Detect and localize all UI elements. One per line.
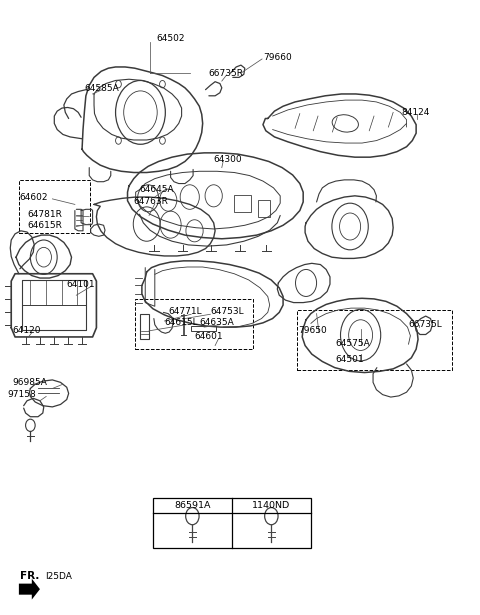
Text: 66735R: 66735R [208,69,243,78]
Text: 64615R: 64615R [27,221,62,231]
Text: 64120: 64120 [12,327,41,335]
Text: 64763R: 64763R [134,197,168,207]
Bar [258,199,270,216]
Text: 1140ND: 1140ND [252,501,290,510]
Bar [141,314,149,339]
Bar [234,195,251,212]
Bar [19,180,90,232]
Text: FR.: FR. [20,571,39,581]
Bar [153,498,311,548]
Text: 64645A: 64645A [140,185,174,194]
Text: 96985A: 96985A [12,378,48,387]
Text: 64602: 64602 [19,192,48,202]
Text: I25DA: I25DA [45,572,72,581]
Bar [191,326,216,331]
Text: 79660: 79660 [263,54,292,62]
Text: 86591A: 86591A [174,501,211,510]
Text: 64585A: 64585A [84,84,119,93]
Text: 64300: 64300 [214,154,242,164]
Text: 79650: 79650 [299,327,327,335]
Text: 64575A: 64575A [336,339,371,347]
Polygon shape [19,579,40,600]
Text: 64615L: 64615L [164,319,198,327]
Bar [135,299,253,349]
Text: 64753L: 64753L [210,308,244,316]
Text: 64601: 64601 [194,333,223,341]
Bar [298,310,452,370]
Text: 64771L: 64771L [168,308,202,316]
Text: 66735L: 66735L [408,320,442,329]
Text: 97158: 97158 [8,390,36,399]
Text: 84124: 84124 [402,108,430,117]
Text: 64101: 64101 [67,280,96,288]
Text: 64781R: 64781R [27,210,62,219]
Text: 64502: 64502 [156,34,185,43]
Text: 64501: 64501 [336,355,364,364]
Text: 64635A: 64635A [199,319,234,327]
